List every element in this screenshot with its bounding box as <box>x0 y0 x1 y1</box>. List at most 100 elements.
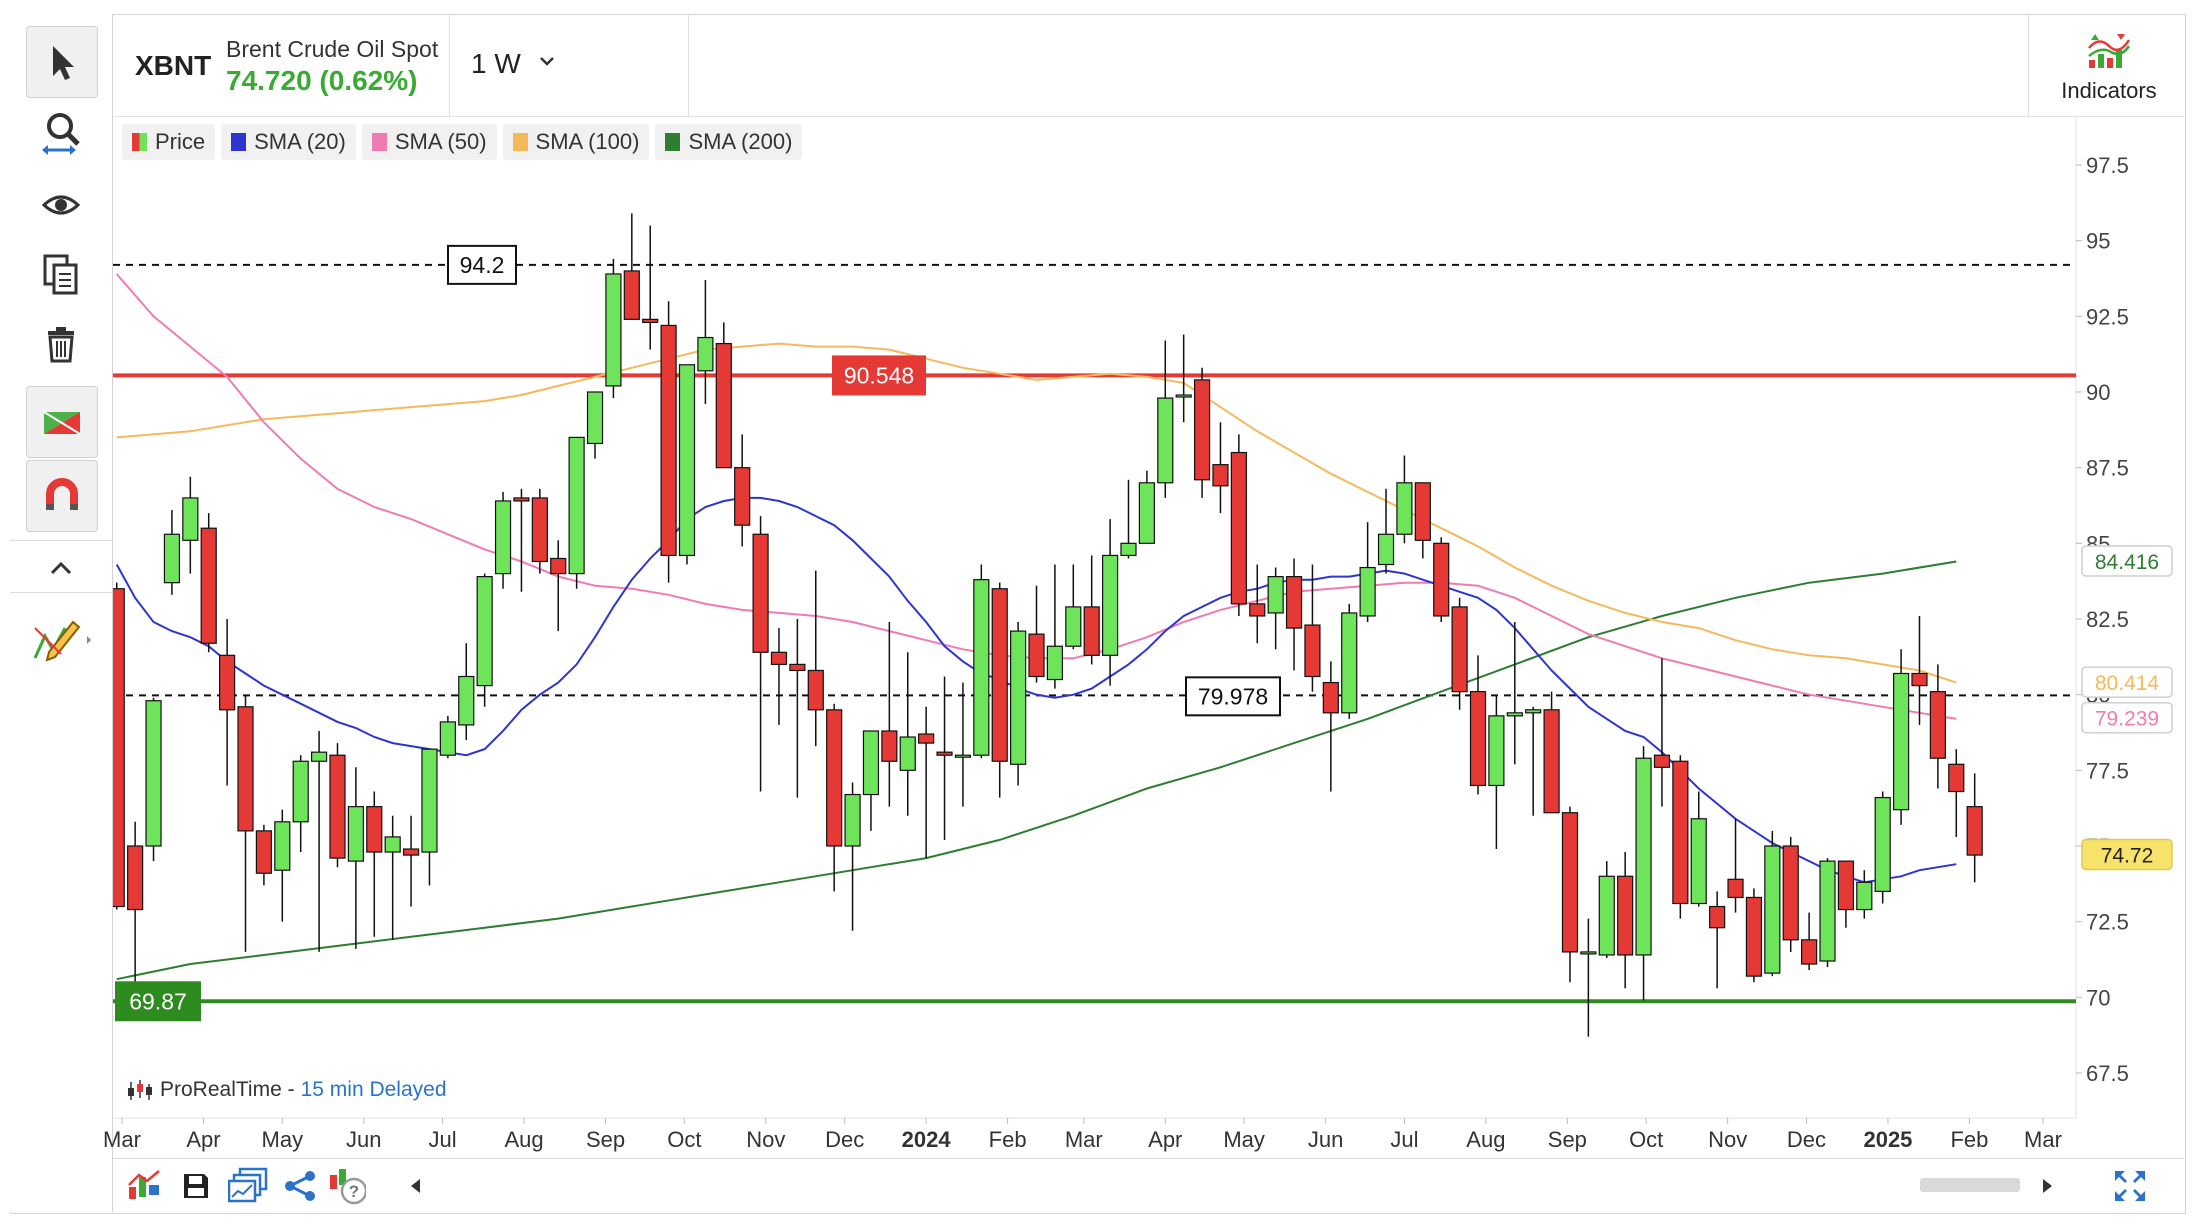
price-axis-tag <box>2081 701 2173 734</box>
visibility-button[interactable] <box>26 170 96 240</box>
magnet-button[interactable] <box>26 460 98 532</box>
candle-body <box>531 497 548 563</box>
instrument-name: Brent Crude Oil Spot <box>226 36 439 62</box>
x-tick-label: Apr <box>1148 1127 1182 1152</box>
candle-body <box>844 793 861 847</box>
candle-body <box>1892 672 1910 811</box>
candle-body <box>1285 576 1303 629</box>
chart-type-button[interactable] <box>124 1166 164 1206</box>
floppy-disk-icon <box>184 1174 208 1198</box>
candle-body <box>770 651 788 666</box>
drawing-tools-button[interactable] <box>26 604 96 674</box>
candle-body <box>973 579 990 756</box>
chart-legend: Price SMA (20) SMA (50) SMA (100) SMA (2… <box>122 124 803 164</box>
candle-body <box>1727 878 1744 899</box>
x-tick-label: Apr <box>186 1127 220 1152</box>
price-axis-tag-value: 84.416 <box>2095 551 2159 574</box>
timeframe-selector[interactable]: 1 W <box>450 14 688 116</box>
y-tick-label: 92.5 <box>2086 304 2129 329</box>
candle-body <box>1488 715 1505 787</box>
y-tick-label: 77.5 <box>2086 758 2129 783</box>
scroll-left-button[interactable] <box>395 1166 435 1206</box>
up-down-trend-icon <box>43 411 81 435</box>
pointer-tool-button[interactable] <box>26 26 98 98</box>
candle-body <box>476 576 493 687</box>
x-tick-label: Dec <box>825 1127 864 1152</box>
candle-body <box>127 845 144 911</box>
resistance-label-box <box>832 355 926 396</box>
sma20-swatch <box>231 133 247 151</box>
candle-body <box>568 436 585 575</box>
legend-item-sma50[interactable]: SMA (50) <box>361 124 497 160</box>
candle-body <box>1138 482 1155 544</box>
legend-item-sma200[interactable]: SMA (200) <box>655 124 803 160</box>
x-tick-label: Sep <box>1548 1127 1587 1152</box>
candle-body <box>274 821 291 871</box>
trend-tool-button[interactable] <box>26 386 98 458</box>
indicators-icon <box>2088 34 2131 68</box>
y-tick-label: 95 <box>2086 229 2110 254</box>
candle-body <box>1690 818 1707 905</box>
ticker-symbol: XBNT <box>135 50 212 81</box>
collapse-toolbar-button[interactable] <box>26 544 96 592</box>
chart-footer <box>113 1158 2184 1213</box>
price-axis-tag-value: 79.239 <box>2095 708 2159 731</box>
indicators-button[interactable]: Indicators <box>2029 14 2189 116</box>
save-button[interactable] <box>176 1166 216 1206</box>
candle-body <box>1506 712 1523 717</box>
layouts-button[interactable] <box>228 1166 268 1206</box>
candle-body <box>458 675 475 726</box>
price-change: 74.720 (0.62%) <box>226 65 418 96</box>
candle-body <box>1543 709 1560 814</box>
mid-level-label-box <box>1185 676 1281 717</box>
candle-body <box>1911 672 1928 687</box>
candle-body <box>991 588 1008 762</box>
x-tick-label: Oct <box>1629 1127 1663 1152</box>
candle-body <box>1065 606 1082 647</box>
delete-button[interactable] <box>26 310 96 380</box>
legend-item-sma20[interactable]: SMA (20) <box>221 124 356 160</box>
candle-body <box>145 700 162 847</box>
legend-item-sma100[interactable]: SMA (100) <box>502 124 650 160</box>
candle-body <box>1101 554 1119 656</box>
sma100-line <box>116 342 1957 684</box>
x-tick-label: Jun <box>1308 1127 1343 1152</box>
legend-label: SMA (200) <box>688 129 793 154</box>
copy-button[interactable] <box>26 240 96 310</box>
horizontal-scrollbar[interactable] <box>1920 1178 2020 1192</box>
chart-type-icon <box>128 1170 160 1199</box>
zoom-tool-button[interactable] <box>26 98 96 168</box>
magnifier-zoom-icon <box>42 113 80 155</box>
candle-body <box>237 706 254 832</box>
share-icon <box>285 1171 315 1201</box>
candle-body <box>384 836 401 853</box>
candle-body <box>439 721 456 756</box>
trash-icon <box>48 327 74 363</box>
candle-body <box>697 336 714 372</box>
help-button[interactable]: ? <box>326 1166 366 1206</box>
scroll-right-button[interactable] <box>2028 1166 2068 1206</box>
candle-body <box>1966 806 1983 856</box>
candle-body <box>347 806 364 862</box>
candle-body <box>366 806 383 853</box>
candle-body <box>678 364 696 557</box>
y-tick-label: 72.5 <box>2086 910 2129 935</box>
price-axis-tag <box>2081 666 2173 698</box>
share-button[interactable] <box>280 1166 320 1206</box>
candle-body <box>1561 812 1579 953</box>
plot-area[interactable] <box>109 213 2076 1037</box>
y-tick-label: 70 <box>2086 985 2110 1010</box>
price-axis-tag <box>2081 545 2173 577</box>
caret-left-icon <box>411 1179 420 1193</box>
fullscreen-button[interactable] <box>2110 1166 2150 1206</box>
candle-body <box>1837 860 1855 911</box>
price-axis-tag <box>2081 838 2173 871</box>
candle-body <box>1083 606 1100 656</box>
provider-name: ProRealTime - <box>160 1078 295 1101</box>
candle-body <box>1801 939 1818 965</box>
candle-body <box>715 342 732 469</box>
legend-label: SMA (100) <box>535 129 640 154</box>
candle-body <box>1782 845 1799 941</box>
legend-item-price[interactable]: Price <box>122 124 216 160</box>
